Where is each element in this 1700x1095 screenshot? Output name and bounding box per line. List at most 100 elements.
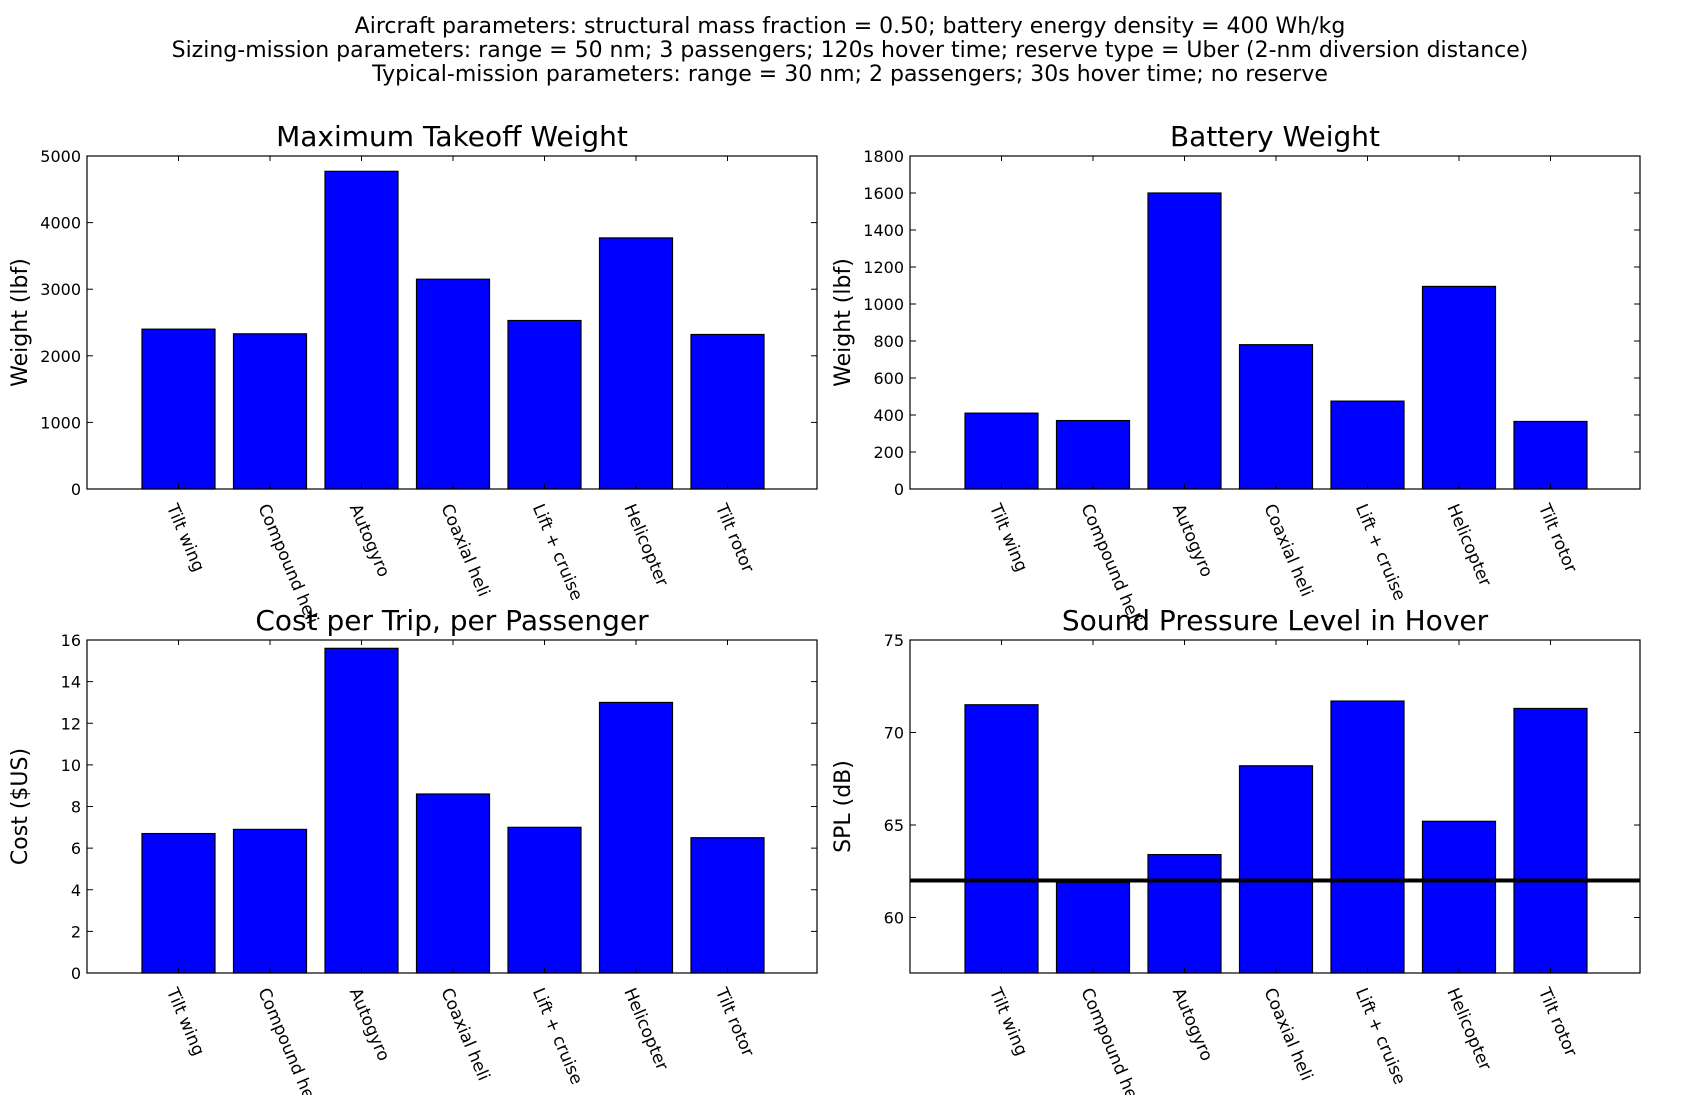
plot-frame [86, 639, 818, 974]
bar-tilt-rotor [690, 333, 765, 490]
chart-spl-hover: Sound Pressure Level in Hover SPL (dB) Til… [831, 604, 1641, 1095]
x-tick-label: Autogyro [1168, 501, 1217, 580]
bar-compound-heli [232, 828, 308, 974]
chart-title: Cost per Trip, per Passenger [255, 604, 649, 637]
bar-helicopter [1421, 285, 1497, 490]
y-tick-label: 0 [894, 480, 904, 499]
bar-tilt-wing [964, 704, 1039, 974]
y-tick-label: 5000 [40, 147, 81, 166]
y-axis-label: Cost ($US) [8, 748, 33, 865]
figure-header: Aircraft parameters: structural mass fra… [0, 15, 1700, 87]
x-tick-label: Helicopter [1442, 501, 1495, 589]
bar-lift-cruise [507, 319, 582, 490]
y-tick-label: 70 [884, 724, 904, 743]
x-tick-label: Helicopter [619, 985, 672, 1073]
chart-title: Maximum Takeoff Weight [276, 120, 628, 153]
plot-frame [86, 155, 818, 490]
chart-title: Sound Pressure Level in Hover [1062, 604, 1489, 637]
bar-lift-cruise [507, 826, 582, 974]
x-tick-label: Tilt wing [985, 500, 1032, 575]
y-tick-label: 75 [884, 631, 904, 650]
bar-tilt-wing [964, 412, 1039, 490]
bar-autogyro [1147, 192, 1222, 490]
x-tick-label: Tilt wing [985, 984, 1032, 1059]
x-tick-label: Coaxial heli [436, 501, 493, 600]
y-tick-label: 65 [884, 816, 904, 835]
x-tick-label: Autogyro [345, 501, 394, 580]
x-tick-label: Compound heli [253, 985, 322, 1095]
y-tick-label: 200 [873, 443, 904, 462]
bar-tilt-rotor [690, 837, 765, 974]
bar-tilt-wing [141, 832, 216, 974]
x-tick-label: Compound heli [1076, 985, 1145, 1095]
bar-coaxial-heli [415, 793, 491, 974]
y-tick-label: 2000 [40, 347, 81, 366]
chart-title: Battery Weight [1170, 120, 1380, 153]
x-tick-label: Lift + cruise [528, 985, 587, 1087]
y-tick-label: 60 [884, 909, 904, 928]
y-tick-label: 1800 [863, 147, 904, 166]
y-tick-label: 400 [873, 406, 904, 425]
y-tick-label: 16 [61, 631, 81, 650]
x-tick-label: Coaxial heli [1259, 501, 1316, 600]
bar-autogyro [1147, 853, 1222, 974]
y-tick-label: 3000 [40, 280, 81, 299]
bar-compound-heli [1055, 419, 1131, 490]
y-tick-label: 1000 [40, 413, 81, 432]
chart-cost-per-trip: Cost per Trip, per Passenger Cost ($US) Ti… [8, 604, 818, 1095]
y-tick-label: 2 [71, 922, 81, 941]
header-line-sizing-mission: Sizing-mission parameters: range = 50 nm… [171, 38, 1529, 63]
header-line-aircraft: Aircraft parameters: structural mass fra… [354, 14, 1346, 39]
x-tick-label: Tilt wing [162, 984, 209, 1059]
y-tick-label: 4 [71, 881, 81, 900]
bar-lift-cruise [1330, 700, 1405, 974]
y-tick-label: 6 [71, 839, 81, 858]
x-tick-label: Tilt rotor [711, 984, 758, 1059]
x-tick-label: Helicopter [1442, 985, 1495, 1073]
y-tick-label: 0 [71, 964, 81, 983]
y-tick-label: 4000 [40, 214, 81, 233]
bar-autogyro [324, 170, 399, 490]
y-tick-label: 800 [873, 332, 904, 351]
x-tick-label: Autogyro [1168, 985, 1217, 1064]
x-tick-label: Tilt rotor [1534, 984, 1581, 1059]
y-tick-label: 1000 [863, 295, 904, 314]
bar-tilt-rotor [1513, 420, 1588, 490]
x-tick-label: Tilt rotor [711, 500, 758, 575]
bar-autogyro [324, 647, 399, 974]
x-tick-label: Lift + cruise [1351, 501, 1410, 603]
y-tick-label: 12 [61, 714, 81, 733]
y-tick-label: 1400 [863, 221, 904, 240]
bar-coaxial-heli [1238, 344, 1314, 490]
bar-tilt-wing [141, 328, 216, 490]
plot-frame [909, 155, 1641, 490]
x-tick-label: Lift + cruise [1351, 985, 1410, 1087]
x-tick-label: Coaxial heli [436, 985, 493, 1084]
y-tick-label: 14 [61, 673, 81, 692]
x-tick-label: Helicopter [619, 501, 672, 589]
y-tick-label: 8 [71, 798, 81, 817]
bar-helicopter [598, 701, 674, 974]
chart-mtow: Maximum Takeoff Weight Weight (lbf) Tilt w… [8, 120, 818, 627]
y-axis-label: Weight (lbf) [8, 258, 33, 387]
header-line-typical-mission: Typical-mission parameters: range = 30 n… [372, 62, 1328, 87]
y-tick-label: 1200 [863, 258, 904, 277]
bar-compound-heli [232, 333, 308, 490]
bar-lift-cruise [1330, 400, 1405, 490]
x-tick-label: Lift + cruise [528, 501, 587, 603]
x-tick-label: Autogyro [345, 985, 394, 1064]
x-tick-label: Tilt rotor [1534, 500, 1581, 575]
y-tick-label: 10 [61, 756, 81, 775]
bar-compound-heli [1055, 881, 1131, 974]
y-axis-label: Weight (lbf) [831, 258, 856, 387]
bar-coaxial-heli [1238, 765, 1314, 974]
y-tick-label: 1600 [863, 184, 904, 203]
bar-coaxial-heli [415, 278, 491, 490]
y-axis-label: SPL (dB) [831, 760, 856, 853]
x-tick-label: Tilt wing [162, 500, 209, 575]
y-tick-label: 0 [71, 480, 81, 499]
y-tick-label: 600 [873, 369, 904, 388]
bar-tilt-rotor [1513, 707, 1588, 974]
